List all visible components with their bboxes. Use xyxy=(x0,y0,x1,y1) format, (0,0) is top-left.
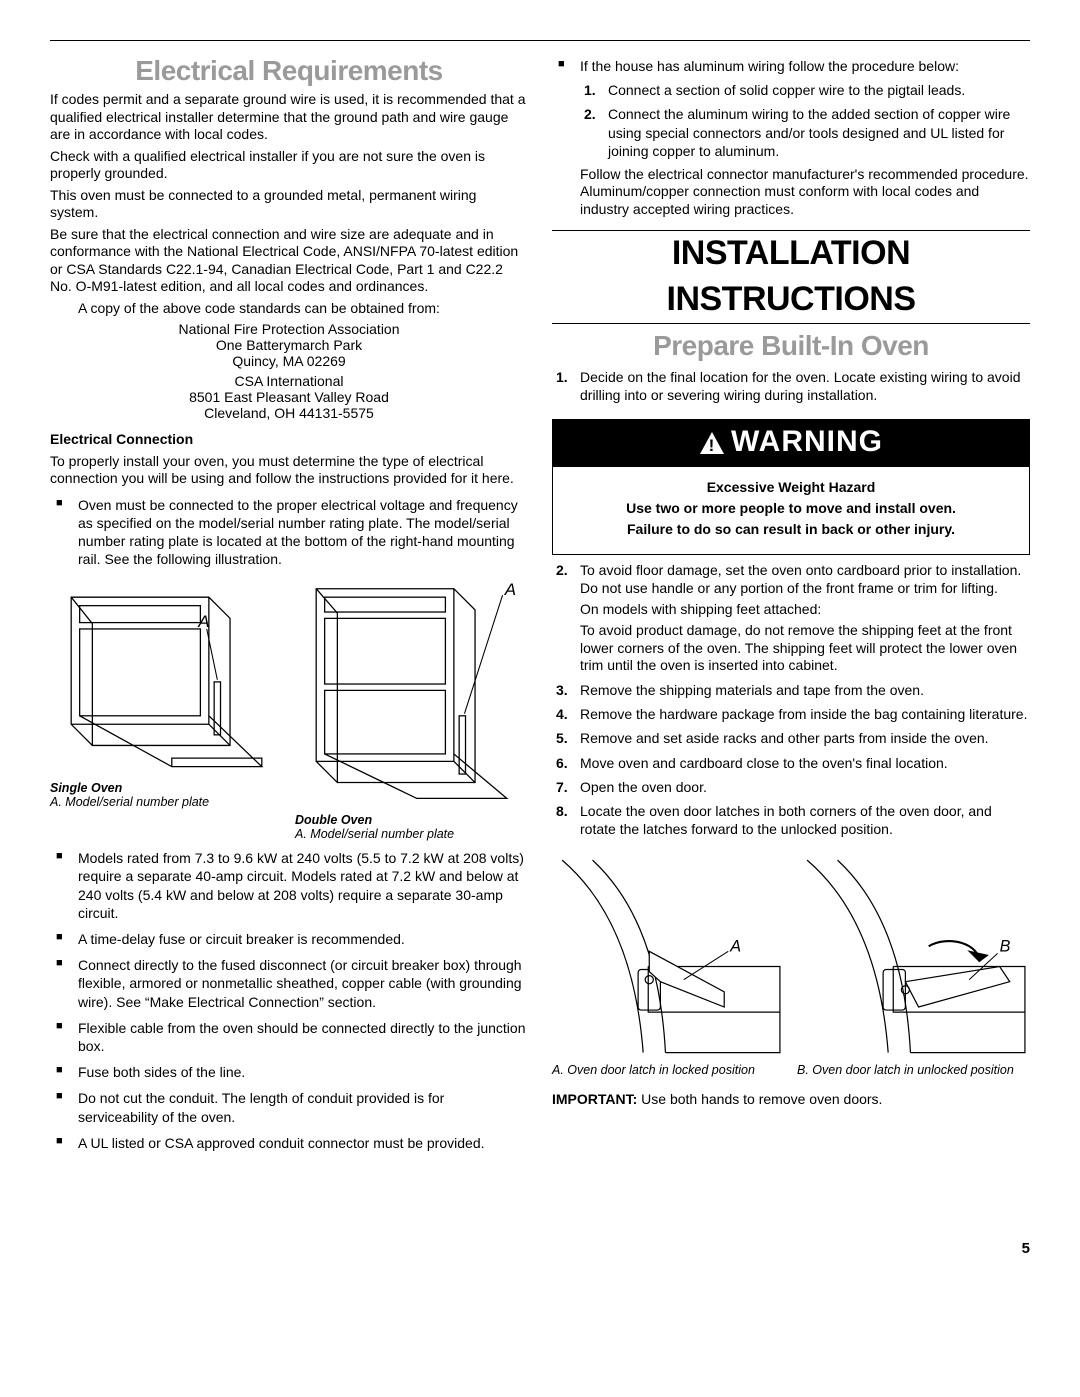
caption-single-oven: Single Oven xyxy=(50,781,283,795)
latch-unlocked-figure: B B. Oven door latch in unlocked positio… xyxy=(797,850,1030,1077)
list-item: Models rated from 7.3 to 9.6 kW at 240 v… xyxy=(50,849,528,922)
important-label: IMPORTANT: xyxy=(552,1091,637,1107)
callout-a: A xyxy=(729,938,741,956)
numbered-list: Connect a section of solid copper wire t… xyxy=(580,81,1030,160)
important-note: IMPORTANT: Use both hands to remove oven… xyxy=(552,1091,1030,1109)
important-text: Use both hands to remove oven doors. xyxy=(637,1091,882,1107)
warning-line: Use two or more people to move and insta… xyxy=(565,498,1017,519)
list-item: Connect the aluminum wiring to the added… xyxy=(580,105,1030,160)
double-oven-svg: A xyxy=(295,576,528,809)
list-item: Remove the shipping materials and tape f… xyxy=(552,681,1030,699)
latch-locked-figure: A A. Oven door latch in locked position xyxy=(552,850,785,1077)
text: If the house has aluminum wiring follow … xyxy=(580,58,959,74)
warning-box: Excessive Weight Hazard Use two or more … xyxy=(552,467,1030,555)
svg-text:!: ! xyxy=(709,436,716,455)
heading-prepare-builtin-oven: Prepare Built-In Oven xyxy=(552,330,1030,362)
list-item: Connect a section of solid copper wire t… xyxy=(580,81,1030,99)
caption-latch-locked: A. Oven door latch in locked position xyxy=(552,1063,785,1077)
page-columns: Electrical Requirements If codes permit … xyxy=(50,40,1030,1160)
double-oven-figure: A Double Oven A. Model/serial number pla… xyxy=(295,576,528,841)
caption-plate: A. Model/serial number plate xyxy=(295,827,528,841)
list-item: Locate the oven door latches in both cor… xyxy=(552,802,1030,838)
address-csa: CSA International 8501 East Pleasant Val… xyxy=(50,373,528,421)
warning-title: Excessive Weight Hazard xyxy=(565,477,1017,498)
list-item: If the house has aluminum wiring follow … xyxy=(552,57,1030,218)
para: This oven must be connected to a grounde… xyxy=(50,187,528,222)
caption-double-oven: Double Oven xyxy=(295,813,528,827)
list-item: Remove the hardware package from inside … xyxy=(552,705,1030,723)
para: Follow the electrical connector manufact… xyxy=(580,166,1030,219)
warning-triangle-icon: ! xyxy=(699,431,725,455)
list-item: Decide on the final location for the ove… xyxy=(552,368,1030,404)
warning-label: WARNING xyxy=(731,425,883,458)
callout-a: A xyxy=(197,612,209,631)
list-item: Open the oven door. xyxy=(552,778,1030,796)
single-oven-svg: A xyxy=(50,576,283,777)
list-item: Connect directly to the fused disconnect… xyxy=(50,956,528,1011)
addr-line: CSA International xyxy=(235,373,344,389)
para: To avoid product damage, do not remove t… xyxy=(580,622,1030,675)
list-item: A UL listed or CSA approved conduit conn… xyxy=(50,1134,528,1152)
addr-line: National Fire Protection Association xyxy=(179,321,400,337)
subheading-electrical-connection: Electrical Connection xyxy=(50,431,528,449)
addr-line: 8501 East Pleasant Valley Road xyxy=(189,389,389,405)
para: If codes permit and a separate ground wi… xyxy=(50,91,528,144)
list-item: Fuse both sides of the line. xyxy=(50,1063,528,1081)
bullet-list: Oven must be connected to the proper ele… xyxy=(50,496,528,569)
list-item: Move oven and cardboard close to the ove… xyxy=(552,754,1030,772)
list-item: Remove and set aside racks and other par… xyxy=(552,729,1030,747)
latch-illustrations: A A. Oven door latch in locked position xyxy=(552,850,1030,1077)
numbered-list: To avoid floor damage, set the oven onto… xyxy=(552,561,1030,839)
addr-line: Quincy, MA 02269 xyxy=(232,353,345,369)
callout-a: A xyxy=(504,580,516,599)
para: Be sure that the electrical connection a… xyxy=(50,226,528,296)
caption-plate: A. Model/serial number plate xyxy=(50,795,283,809)
latch-locked-svg: A xyxy=(552,850,785,1063)
address-nfpa: National Fire Protection Association One… xyxy=(50,321,528,369)
bullet-list: If the house has aluminum wiring follow … xyxy=(552,57,1030,218)
oven-illustrations: A Single Oven A. Model/serial number pla… xyxy=(50,576,528,841)
text: To avoid floor damage, set the oven onto… xyxy=(580,562,1021,596)
latch-unlocked-svg: B xyxy=(797,850,1030,1063)
para: Check with a qualified electrical instal… xyxy=(50,148,528,183)
single-oven-figure: A Single Oven A. Model/serial number pla… xyxy=(50,576,283,841)
left-column: Electrical Requirements If codes permit … xyxy=(50,49,528,1160)
para: A copy of the above code standards can b… xyxy=(50,300,528,318)
warning-line: Failure to do so can result in back or o… xyxy=(565,519,1017,540)
list-item: Oven must be connected to the proper ele… xyxy=(50,496,528,569)
list-item: To avoid floor damage, set the oven onto… xyxy=(552,561,1030,675)
list-item: Flexible cable from the oven should be c… xyxy=(50,1019,528,1055)
heading-installation-instructions: INSTALLATION INSTRUCTIONS xyxy=(552,230,1030,324)
heading-electrical-requirements: Electrical Requirements xyxy=(50,55,528,87)
list-item: A time-delay fuse or circuit breaker is … xyxy=(50,930,528,948)
warning-banner: ! WARNING xyxy=(552,419,1030,467)
page-number: 5 xyxy=(50,1240,1030,1257)
bullet-list: Models rated from 7.3 to 9.6 kW at 240 v… xyxy=(50,849,528,1152)
addr-line: One Batterymarch Park xyxy=(216,337,362,353)
para: On models with shipping feet attached: xyxy=(580,601,1030,619)
callout-b: B xyxy=(1000,938,1011,956)
numbered-list: Decide on the final location for the ove… xyxy=(552,368,1030,404)
list-item: Do not cut the conduit. The length of co… xyxy=(50,1089,528,1125)
caption-latch-unlocked: B. Oven door latch in unlocked position xyxy=(797,1063,1030,1077)
addr-line: Cleveland, OH 44131-5575 xyxy=(204,405,374,421)
right-column: If the house has aluminum wiring follow … xyxy=(552,49,1030,1160)
para: To properly install your oven, you must … xyxy=(50,453,528,488)
